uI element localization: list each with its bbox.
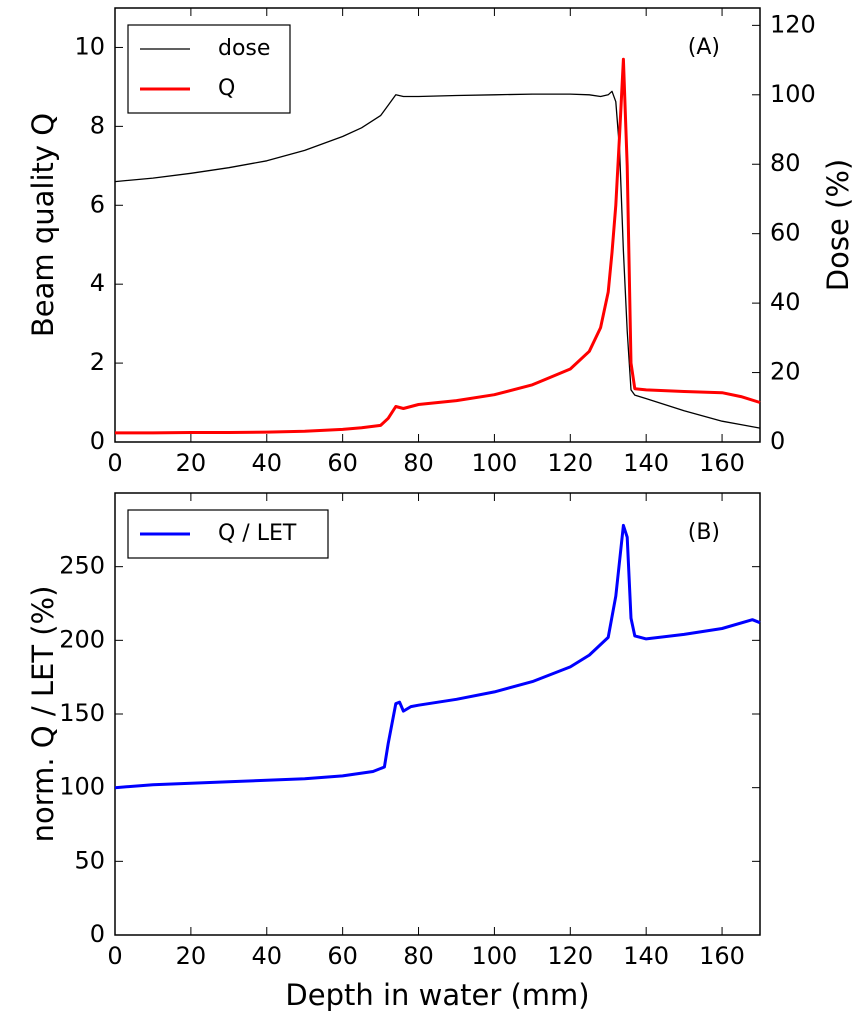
y2-tick-label: 40: [770, 288, 801, 316]
data-line: [114, 523, 761, 790]
x-tick-label: 100: [472, 449, 518, 477]
plot-frame: [114, 492, 761, 936]
legend-label: dose: [218, 36, 270, 61]
y2-tick-label: 80: [770, 149, 801, 177]
y-axis-label: norm. Q / LET (%): [26, 586, 60, 843]
legend-box: [127, 24, 291, 114]
y-tick-label: 0: [90, 427, 105, 455]
x-tick-label: 140: [623, 942, 669, 970]
y-tick-label: 6: [90, 190, 105, 218]
y2-tick-label: 100: [770, 80, 816, 108]
y2-tick-label: 0: [770, 427, 785, 455]
x-axis-label: Depth in water (mm): [285, 978, 589, 1012]
y-tick-label: 2: [90, 348, 105, 376]
y-tick-label: 0: [90, 920, 105, 948]
x-tick-label: 40: [251, 942, 282, 970]
x-tick-label: 60: [327, 942, 358, 970]
y-tick-label: 250: [59, 552, 105, 580]
x-tick-label: 40: [251, 449, 282, 477]
x-tick-label: 100: [472, 942, 518, 970]
x-tick-label: 80: [403, 942, 434, 970]
y-tick-label: 10: [74, 32, 105, 60]
y-tick-label: 4: [90, 269, 105, 297]
panel-label: (A): [688, 35, 720, 60]
y-axis-label: Beam quality Q: [26, 113, 60, 337]
x-tick-label: 0: [107, 942, 122, 970]
panel-label: (B): [688, 520, 720, 545]
y-tick-label: 8: [90, 111, 105, 139]
legend-label: Q / LET: [218, 521, 297, 546]
x-tick-label: 20: [176, 449, 207, 477]
x-tick-label: 20: [176, 942, 207, 970]
x-tick-label: 160: [699, 942, 745, 970]
y2-tick-label: 20: [770, 358, 801, 386]
x-tick-label: 60: [327, 449, 358, 477]
plot-frame: [114, 7, 761, 443]
x-tick-label: 0: [107, 449, 122, 477]
x-tick-label: 140: [623, 449, 669, 477]
y2-axis-label: Dose (%): [821, 159, 855, 291]
x-tick-label: 120: [547, 449, 593, 477]
y2-tick-label: 60: [770, 219, 801, 247]
y2-tick-label: 120: [770, 10, 816, 38]
legend-label: Q: [218, 76, 235, 101]
x-tick-label: 80: [403, 449, 434, 477]
y-tick-label: 100: [59, 773, 105, 801]
x-tick-label: 120: [547, 942, 593, 970]
y-tick-label: 50: [74, 846, 105, 874]
y-tick-label: 200: [59, 625, 105, 653]
data-line: [114, 90, 761, 429]
data-line: [115, 57, 761, 435]
y-tick-label: 150: [59, 699, 105, 727]
x-tick-label: 160: [699, 449, 745, 477]
